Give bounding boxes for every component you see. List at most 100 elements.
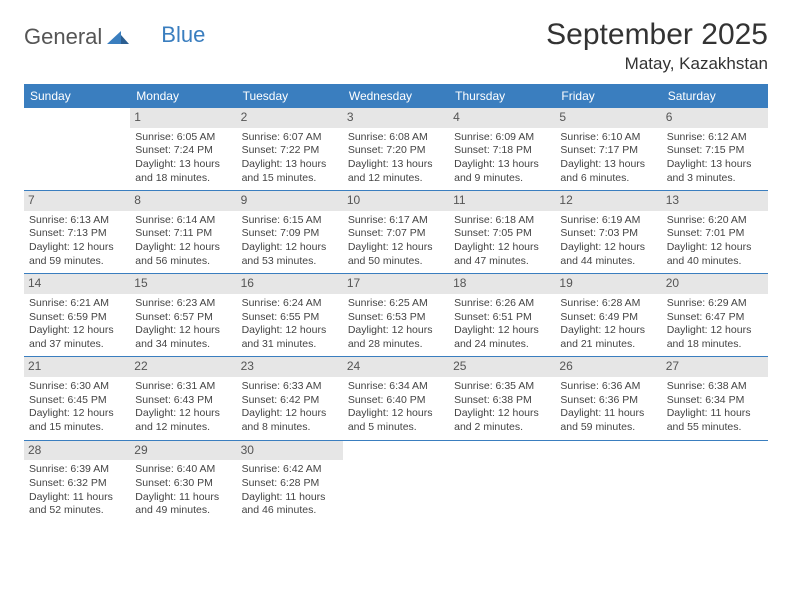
daylight-text: Daylight: 12 hours and 18 minutes. <box>667 324 763 351</box>
day-number: 23 <box>237 357 343 377</box>
daylight-text: Daylight: 12 hours and 2 minutes. <box>454 407 550 434</box>
day-cell: 19 Sunrise: 6:28 AMSunset: 6:49 PMDayligh… <box>555 274 661 356</box>
daylight-text: Daylight: 12 hours and 53 minutes. <box>242 241 338 268</box>
day-number: 25 <box>449 357 555 377</box>
sunrise-text: Sunrise: 6:28 AM <box>560 297 656 311</box>
sunrise-text: Sunrise: 6:10 AM <box>560 131 656 145</box>
day-cell: 8Sunrise: 6:14 AMSunset: 7:11 PMDaylight… <box>130 191 236 273</box>
sunset-text: Sunset: 7:07 PM <box>348 227 444 241</box>
weekday-header: Sunday <box>24 84 130 108</box>
sunrise-text: Sunrise: 6:40 AM <box>135 463 231 477</box>
weekday-header: Tuesday <box>237 84 343 108</box>
sunrise-text: Sunrise: 6:39 AM <box>29 463 125 477</box>
daylight-text: Daylight: 13 hours and 18 minutes. <box>135 158 231 185</box>
day-cell: 3Sunrise: 6:08 AMSunset: 7:20 PMDaylight… <box>343 108 449 190</box>
day-cell: 10Sunrise: 6:17 AMSunset: 7:07 PMDayligh… <box>343 191 449 273</box>
week-row: 21Sunrise: 6:30 AMSunset: 6:45 PMDayligh… <box>24 357 768 440</box>
day-cell: 28Sunrise: 6:39 AMSunset: 6:32 PMDayligh… <box>24 441 130 523</box>
daylight-text: Daylight: 12 hours and 31 minutes. <box>242 324 338 351</box>
week-row: 28Sunrise: 6:39 AMSunset: 6:32 PMDayligh… <box>24 441 768 523</box>
day-number: 14 <box>24 274 130 294</box>
day-cell <box>24 108 130 190</box>
day-number: 17 <box>343 274 449 294</box>
day-cell: 17Sunrise: 6:25 AMSunset: 6:53 PMDayligh… <box>343 274 449 356</box>
title-block: September 2025 Matay, Kazakhstan <box>546 18 768 74</box>
daylight-text: Daylight: 12 hours and 34 minutes. <box>135 324 231 351</box>
weekday-header-row: SundayMondayTuesdayWednesdayThursdayFrid… <box>24 84 768 108</box>
sunset-text: Sunset: 6:45 PM <box>29 394 125 408</box>
day-number: 19 <box>555 274 661 294</box>
sunrise-text: Sunrise: 6:29 AM <box>667 297 763 311</box>
day-cell <box>662 441 768 523</box>
sunrise-text: Sunrise: 6:07 AM <box>242 131 338 145</box>
sunset-text: Sunset: 6:55 PM <box>242 311 338 325</box>
weekday-header: Friday <box>555 84 661 108</box>
month-title: September 2025 <box>546 18 768 52</box>
daylight-text: Daylight: 13 hours and 6 minutes. <box>560 158 656 185</box>
day-number: 28 <box>24 441 130 461</box>
sunset-text: Sunset: 6:34 PM <box>667 394 763 408</box>
sunset-text: Sunset: 7:13 PM <box>29 227 125 241</box>
sunset-text: Sunset: 7:01 PM <box>667 227 763 241</box>
sunrise-text: Sunrise: 6:24 AM <box>242 297 338 311</box>
sunset-text: Sunset: 6:28 PM <box>242 477 338 491</box>
day-cell: 23Sunrise: 6:33 AMSunset: 6:42 PMDayligh… <box>237 357 343 439</box>
sunset-text: Sunset: 6:59 PM <box>29 311 125 325</box>
daylight-text: Daylight: 12 hours and 59 minutes. <box>29 241 125 268</box>
day-cell <box>343 441 449 523</box>
sunset-text: Sunset: 7:22 PM <box>242 144 338 158</box>
sunrise-text: Sunrise: 6:25 AM <box>348 297 444 311</box>
weekday-header: Wednesday <box>343 84 449 108</box>
day-cell: 13Sunrise: 6:20 AMSunset: 7:01 PMDayligh… <box>662 191 768 273</box>
sunset-text: Sunset: 6:49 PM <box>560 311 656 325</box>
day-number: 6 <box>662 108 768 128</box>
day-cell: 11Sunrise: 6:18 AMSunset: 7:05 PMDayligh… <box>449 191 555 273</box>
daylight-text: Daylight: 12 hours and 21 minutes. <box>560 324 656 351</box>
location-label: Matay, Kazakhstan <box>546 54 768 74</box>
sunset-text: Sunset: 6:51 PM <box>454 311 550 325</box>
week-row: 14Sunrise: 6:21 AMSunset: 6:59 PMDayligh… <box>24 274 768 357</box>
daylight-text: Daylight: 13 hours and 12 minutes. <box>348 158 444 185</box>
day-number: 5 <box>555 108 661 128</box>
day-cell: 5Sunrise: 6:10 AMSunset: 7:17 PMDaylight… <box>555 108 661 190</box>
sunrise-text: Sunrise: 6:19 AM <box>560 214 656 228</box>
day-number: 16 <box>237 274 343 294</box>
sunset-text: Sunset: 6:42 PM <box>242 394 338 408</box>
sunrise-text: Sunrise: 6:38 AM <box>667 380 763 394</box>
day-number: 18 <box>449 274 555 294</box>
day-cell: 9Sunrise: 6:15 AMSunset: 7:09 PMDaylight… <box>237 191 343 273</box>
sunrise-text: Sunrise: 6:15 AM <box>242 214 338 228</box>
day-number: 24 <box>343 357 449 377</box>
sunrise-text: Sunrise: 6:13 AM <box>29 214 125 228</box>
weekday-header: Thursday <box>449 84 555 108</box>
day-number: 4 <box>449 108 555 128</box>
day-cell: 20Sunrise: 6:29 AMSunset: 6:47 PMDayligh… <box>662 274 768 356</box>
sunrise-text: Sunrise: 6:34 AM <box>348 380 444 394</box>
day-cell: 30Sunrise: 6:42 AMSunset: 6:28 PMDayligh… <box>237 441 343 523</box>
day-number: 11 <box>449 191 555 211</box>
sunrise-text: Sunrise: 6:17 AM <box>348 214 444 228</box>
sunrise-text: Sunrise: 6:12 AM <box>667 131 763 145</box>
daylight-text: Daylight: 12 hours and 12 minutes. <box>135 407 231 434</box>
sunset-text: Sunset: 6:38 PM <box>454 394 550 408</box>
daylight-text: Daylight: 13 hours and 3 minutes. <box>667 158 763 185</box>
day-cell: 27Sunrise: 6:38 AMSunset: 6:34 PMDayligh… <box>662 357 768 439</box>
sunset-text: Sunset: 7:11 PM <box>135 227 231 241</box>
daylight-text: Daylight: 11 hours and 59 minutes. <box>560 407 656 434</box>
sunrise-text: Sunrise: 6:31 AM <box>135 380 231 394</box>
daylight-text: Daylight: 12 hours and 47 minutes. <box>454 241 550 268</box>
day-number: 10 <box>343 191 449 211</box>
day-number: 13 <box>662 191 768 211</box>
daylight-text: Daylight: 12 hours and 24 minutes. <box>454 324 550 351</box>
day-number: 2 <box>237 108 343 128</box>
daylight-text: Daylight: 12 hours and 15 minutes. <box>29 407 125 434</box>
day-number: 8 <box>130 191 236 211</box>
day-number: 30 <box>237 441 343 461</box>
day-cell: 18Sunrise: 6:26 AMSunset: 6:51 PMDayligh… <box>449 274 555 356</box>
sunset-text: Sunset: 6:43 PM <box>135 394 231 408</box>
sunrise-text: Sunrise: 6:09 AM <box>454 131 550 145</box>
sunset-text: Sunset: 6:30 PM <box>135 477 231 491</box>
sunset-text: Sunset: 6:40 PM <box>348 394 444 408</box>
brand-part1: General <box>24 24 102 50</box>
day-number: 26 <box>555 357 661 377</box>
